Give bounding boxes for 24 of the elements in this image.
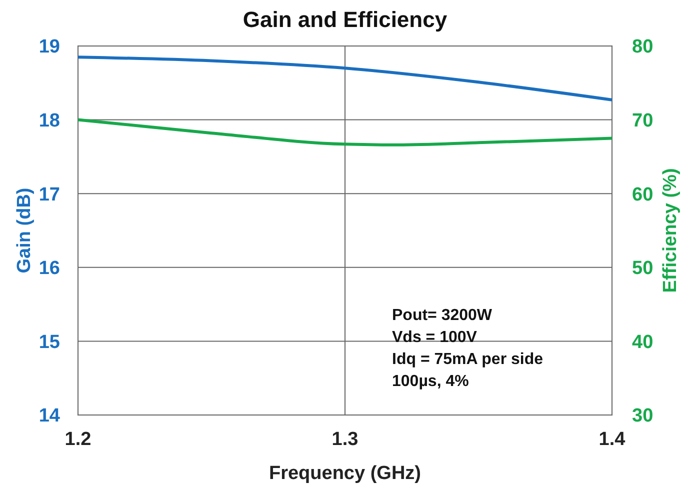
y-tick-label: 14 — [38, 406, 60, 427]
y2-tick-label: 60 — [632, 184, 654, 206]
line-series — [76, 118, 614, 146]
y-axis-title: Gain (dB) — [14, 188, 35, 274]
x-tick-label: 1.4 — [598, 429, 626, 450]
y2-axis-title: Efficiency (%) — [660, 168, 681, 293]
x-tick-label: 1.3 — [332, 429, 358, 450]
y-tick-label: 18 — [38, 110, 60, 132]
line-series — [76, 56, 614, 102]
annotation: Idq = 75mA per side — [392, 351, 544, 368]
y2-tick-label: 50 — [632, 258, 654, 280]
x-axis-title: Frequency (GHz) — [268, 463, 422, 484]
y2-tick-label: 70 — [632, 110, 654, 132]
annotation: 100µs, 4% — [392, 373, 469, 390]
y-tick-label: 16 — [38, 258, 60, 280]
chart-title: Gain and Efficiency — [242, 7, 448, 32]
y2-tick-label: 80 — [632, 36, 654, 58]
y-tick-label: 15 — [38, 332, 60, 353]
annotation: Pout= 3200W — [392, 307, 493, 324]
x-tick-label: 1.2 — [64, 429, 92, 450]
y2-tick-label: 40 — [632, 332, 654, 353]
y-tick-label: 19 — [38, 36, 60, 58]
y-tick-label: 17 — [38, 184, 60, 206]
y2-tick-label: 30 — [632, 406, 654, 427]
